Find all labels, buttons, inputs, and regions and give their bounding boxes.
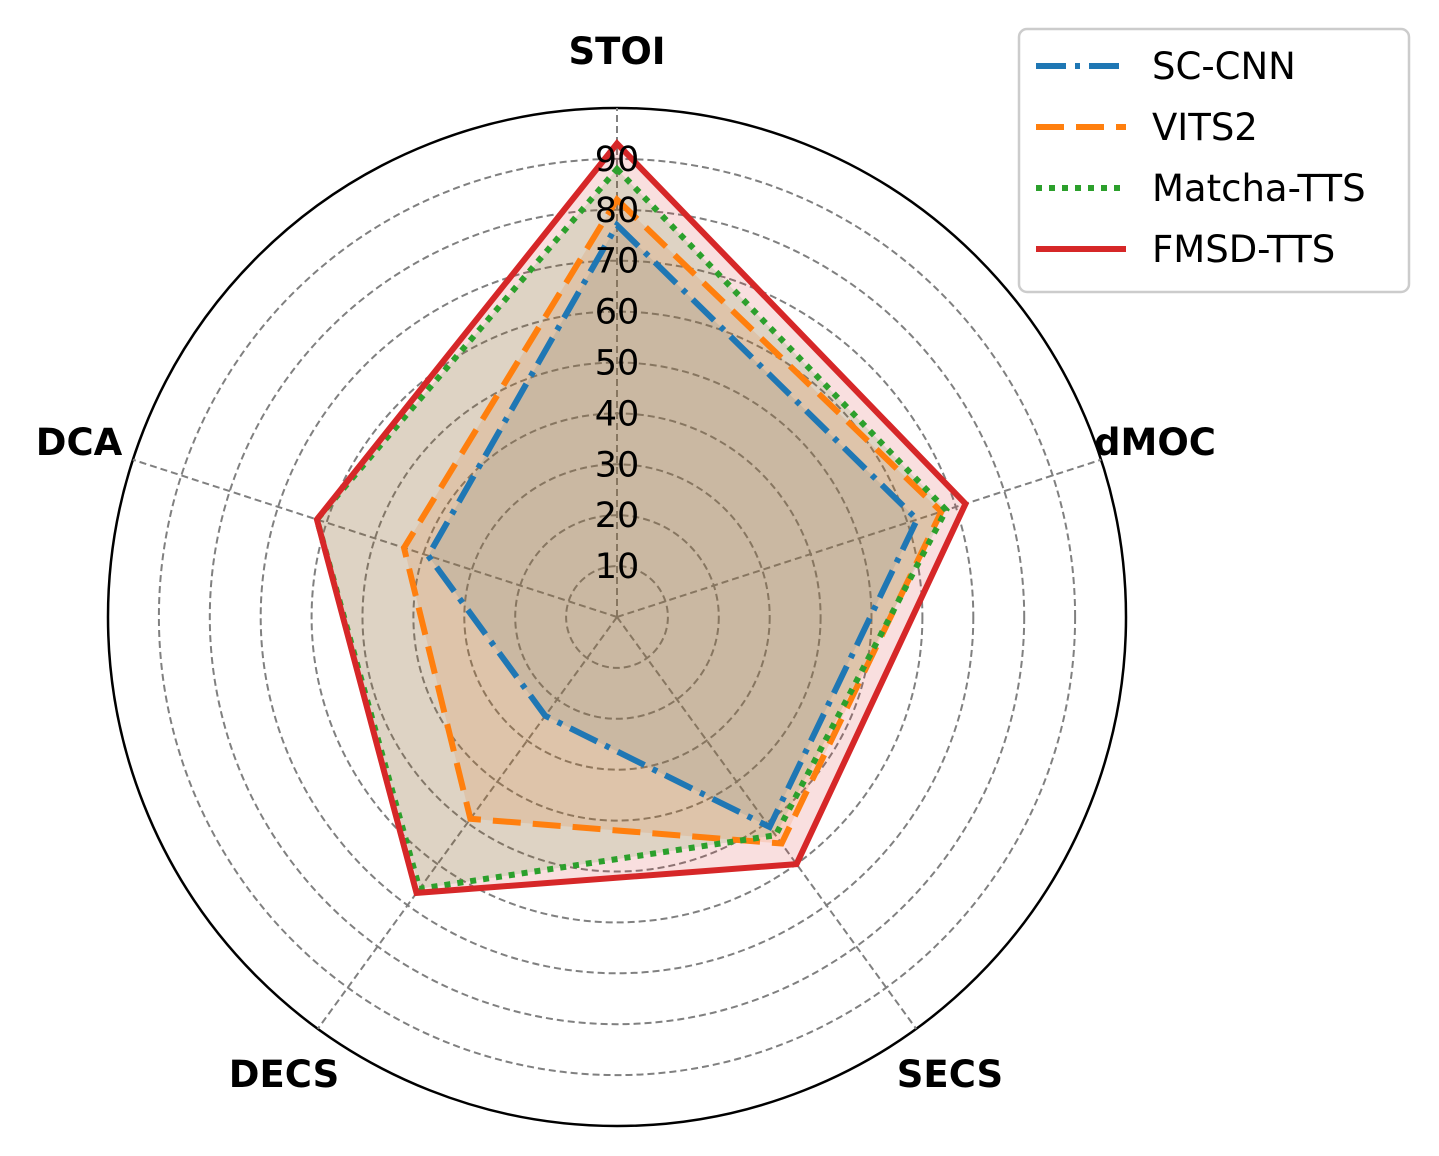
series-area-fmsd-tts [316, 143, 966, 893]
radial-tick-label: 90 [595, 140, 640, 180]
legend-label: VITS2 [1152, 106, 1258, 149]
grid-circle [361, 361, 873, 873]
series-line-layer [313, 139, 970, 897]
series-line-matcha-tts [313, 164, 950, 893]
radial-tick-label: 50 [595, 344, 640, 384]
series-area-sc-cnn [428, 225, 918, 828]
radial-tick-label: 60 [595, 293, 640, 333]
legend-frame [1017, 27, 1411, 294]
grid-spoke [616, 458, 1102, 618]
grid-spoke [317, 616, 618, 1030]
radial-tick-label: 40 [595, 394, 640, 434]
radial-tick-label: 30 [595, 445, 640, 485]
grid-circle [463, 463, 771, 771]
radial-tick-label: 70 [595, 242, 640, 282]
grid-circle [565, 565, 669, 669]
legend: SC-CNN VITS2 Matcha-TTS FMSD-TTS [1017, 27, 1411, 294]
grid-spoke [132, 458, 618, 618]
legend-label: FMSD-TTS [1152, 228, 1335, 271]
grid-circle [157, 157, 1077, 1077]
axis-label-layer: STOI dMOC SECS DECS DCA [36, 30, 1216, 1096]
grid-layer [106, 106, 1128, 1128]
axis-label-dmoc: dMOC [1094, 421, 1216, 464]
axis-label-stoi: STOI [568, 30, 665, 73]
radial-tick-label: 10 [595, 547, 640, 587]
axis-label-dca: DCA [36, 421, 123, 464]
axis-label-secs: SECS [897, 1053, 1003, 1096]
series-line-vits2 [400, 194, 945, 847]
series-line-fmsd-tts [313, 139, 970, 897]
series-fill-layer [316, 143, 966, 893]
series-line-sc-cnn [424, 220, 921, 832]
radial-tick-label: 80 [595, 191, 640, 231]
legend-label: SC-CNN [1152, 45, 1296, 88]
axis-label-decs: DECS [229, 1053, 339, 1096]
radial-tick-label: 20 [595, 496, 640, 536]
radial-tick-layer: 10 20 30 40 50 60 70 80 90 [595, 140, 640, 587]
legend-label: Matcha-TTS [1152, 167, 1366, 210]
grid-circle [310, 310, 924, 924]
